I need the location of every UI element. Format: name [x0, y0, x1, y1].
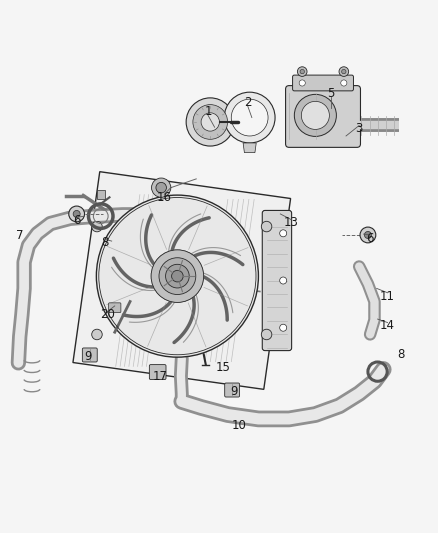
Text: 7: 7 — [16, 229, 24, 243]
Circle shape — [299, 80, 305, 86]
Circle shape — [73, 211, 80, 217]
Text: 17: 17 — [152, 370, 167, 383]
FancyBboxPatch shape — [82, 348, 97, 362]
Polygon shape — [73, 172, 290, 389]
Circle shape — [301, 101, 329, 130]
FancyBboxPatch shape — [293, 75, 353, 91]
Circle shape — [152, 178, 171, 197]
Text: 16: 16 — [157, 191, 172, 204]
Circle shape — [186, 98, 234, 146]
Circle shape — [300, 69, 304, 74]
Circle shape — [360, 227, 376, 243]
Circle shape — [172, 270, 183, 282]
Circle shape — [201, 113, 219, 131]
Circle shape — [92, 221, 102, 232]
FancyBboxPatch shape — [225, 383, 240, 397]
Text: 10: 10 — [231, 418, 246, 432]
Circle shape — [159, 258, 196, 295]
Text: 13: 13 — [284, 216, 299, 229]
Circle shape — [364, 231, 371, 238]
Text: 2: 2 — [244, 96, 251, 109]
Circle shape — [231, 99, 268, 136]
FancyBboxPatch shape — [286, 86, 360, 147]
FancyBboxPatch shape — [149, 365, 166, 379]
Circle shape — [151, 250, 204, 302]
Text: 20: 20 — [100, 308, 115, 321]
Circle shape — [342, 69, 346, 74]
Text: 5: 5 — [327, 87, 334, 100]
FancyBboxPatch shape — [97, 190, 105, 199]
Circle shape — [261, 221, 272, 232]
FancyBboxPatch shape — [109, 303, 121, 312]
Text: 6: 6 — [366, 231, 374, 245]
Circle shape — [280, 230, 287, 237]
Text: 8: 8 — [102, 236, 109, 249]
Circle shape — [297, 67, 307, 76]
Text: 11: 11 — [380, 290, 395, 303]
Circle shape — [92, 329, 102, 340]
Text: 9: 9 — [84, 350, 92, 363]
Text: 9: 9 — [230, 385, 238, 398]
FancyBboxPatch shape — [262, 211, 292, 351]
Circle shape — [294, 94, 336, 136]
Text: 3: 3 — [356, 122, 363, 135]
Polygon shape — [243, 143, 256, 152]
Text: 8: 8 — [397, 348, 404, 361]
Circle shape — [339, 67, 349, 76]
Circle shape — [280, 277, 287, 284]
Circle shape — [280, 324, 287, 331]
Text: 6: 6 — [73, 214, 81, 227]
Circle shape — [156, 182, 166, 193]
Circle shape — [166, 264, 189, 288]
Circle shape — [96, 195, 258, 357]
Circle shape — [224, 92, 275, 143]
Circle shape — [261, 329, 272, 340]
Circle shape — [193, 104, 228, 139]
Circle shape — [69, 206, 85, 222]
Circle shape — [341, 80, 347, 86]
Text: 1: 1 — [204, 104, 212, 117]
Text: 14: 14 — [380, 319, 395, 332]
Text: 15: 15 — [216, 361, 231, 374]
